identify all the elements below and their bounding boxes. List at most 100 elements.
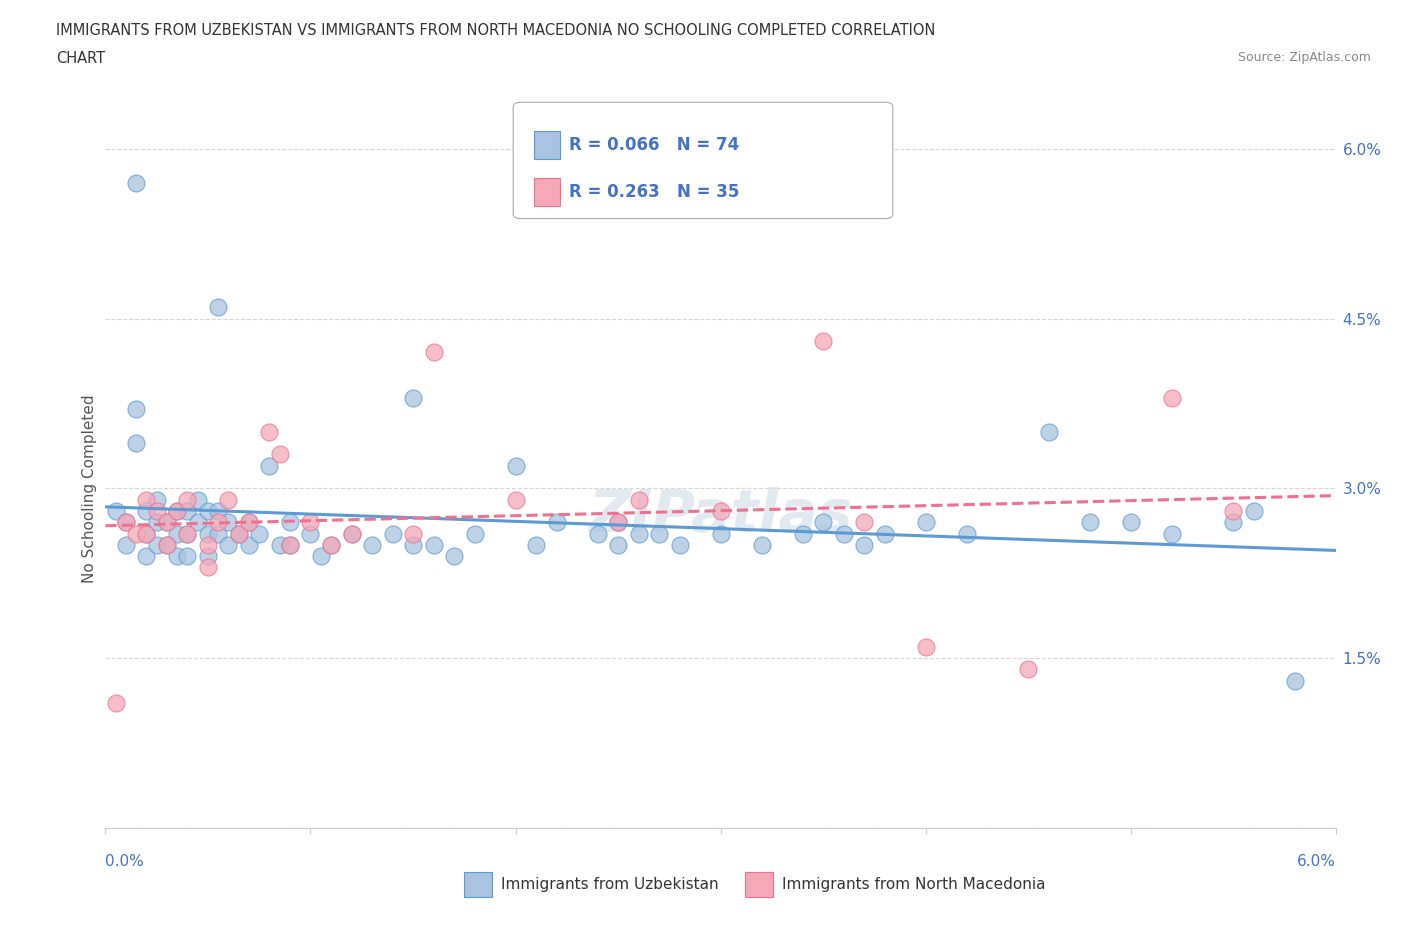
Point [710,526,733,541]
Y-axis label: No Schooling Completed: No Schooling Completed [82,394,97,582]
Point [546,515,568,530]
Text: R = 0.066   N = 74: R = 0.066 N = 74 [569,136,740,153]
Point [115,515,138,530]
Point [197,526,219,541]
Point [145,515,167,530]
Point [381,526,404,541]
Point [156,515,179,530]
Point [1160,391,1182,405]
Point [156,538,179,552]
Point [125,402,148,417]
Point [135,492,157,507]
Point [627,492,650,507]
Text: CHART: CHART [56,51,105,66]
Point [207,526,229,541]
Point [166,503,188,518]
Point [853,538,876,552]
Point [1078,515,1101,530]
Point [853,515,876,530]
Point [1119,515,1142,530]
Point [505,492,527,507]
Point [207,299,229,314]
Point [135,503,157,518]
Point [792,526,814,541]
Point [914,515,936,530]
Point [278,538,301,552]
Point [524,538,547,552]
Point [1222,515,1244,530]
Point [145,538,167,552]
Point [586,526,609,541]
Point [166,526,188,541]
Point [361,538,384,552]
Point [1222,503,1244,518]
Point [832,526,855,541]
Text: 0.0%: 0.0% [105,854,145,869]
Point [176,526,198,541]
Point [197,538,219,552]
Point [710,503,733,518]
Point [648,526,671,541]
Point [340,526,363,541]
Point [187,515,209,530]
Point [176,503,198,518]
Point [278,515,301,530]
Point [197,549,219,564]
Point [125,435,148,450]
Point [228,526,250,541]
Point [278,538,301,552]
Point [125,526,148,541]
Point [1038,424,1060,439]
Point [217,492,239,507]
Point [443,549,465,564]
Point [156,515,179,530]
Point [217,515,239,530]
Point [309,549,332,564]
Point [238,515,260,530]
Point [956,526,979,541]
Point [197,560,219,575]
Text: Source: ZipAtlas.com: Source: ZipAtlas.com [1237,51,1371,64]
Point [135,549,157,564]
Point [319,538,342,552]
Point [299,515,322,530]
Point [811,334,834,349]
Point [914,639,936,654]
Point [505,458,527,473]
Point [269,447,291,462]
Point [269,538,291,552]
Point [135,526,157,541]
Point [207,503,229,518]
Point [207,515,229,530]
Point [751,538,773,552]
Point [145,492,167,507]
Point [145,503,167,518]
Text: Immigrants from Uzbekistan: Immigrants from Uzbekistan [501,877,718,892]
Point [1243,503,1265,518]
Point [873,526,896,541]
Point [402,391,425,405]
Point [1160,526,1182,541]
Point [176,549,198,564]
Point [607,538,630,552]
Point [402,526,425,541]
Point [299,526,322,541]
Point [340,526,363,541]
Point [319,538,342,552]
Point [247,526,270,541]
Point [176,526,198,541]
Point [104,696,127,711]
Point [176,492,198,507]
Text: IMMIGRANTS FROM UZBEKISTAN VS IMMIGRANTS FROM NORTH MACEDONIA NO SCHOOLING COMPL: IMMIGRANTS FROM UZBEKISTAN VS IMMIGRANTS… [56,23,935,38]
Point [627,526,650,541]
Point [166,503,188,518]
Text: 6.0%: 6.0% [1296,854,1336,869]
Text: ZIPatlas: ZIPatlas [588,487,853,544]
Point [811,515,834,530]
Point [607,515,630,530]
Point [217,538,239,552]
Point [104,503,127,518]
Point [259,458,281,473]
Point [668,538,690,552]
Point [228,526,250,541]
